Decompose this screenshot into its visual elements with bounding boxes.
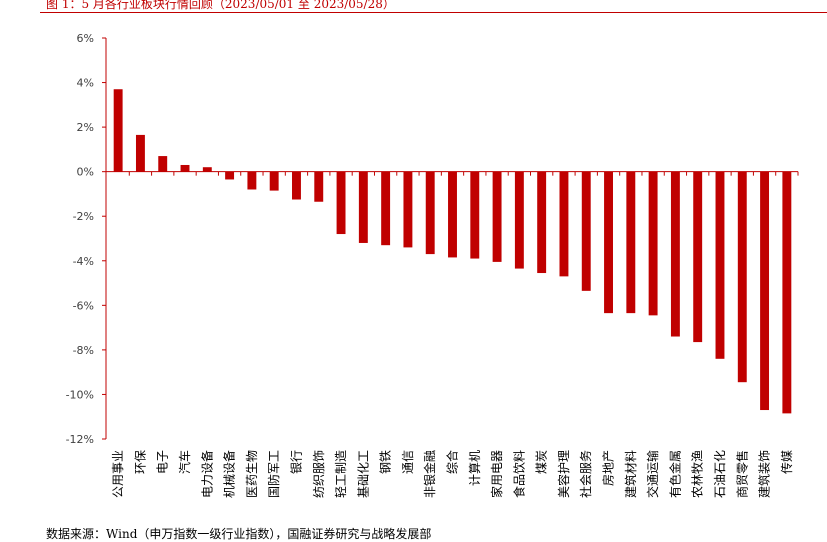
y-tick-label: -4% xyxy=(73,255,94,268)
category-label: 煤炭 xyxy=(535,450,549,474)
category-label: 社会服务 xyxy=(578,450,593,498)
category-label: 汽车 xyxy=(177,450,192,474)
bar xyxy=(425,171,435,255)
category-label: 建筑材料 xyxy=(623,450,638,498)
y-tick-label: 0% xyxy=(77,166,94,179)
category-label: 钢铁 xyxy=(379,450,393,474)
y-tick-label: -2% xyxy=(73,210,94,223)
category-label: 环保 xyxy=(133,450,147,474)
category-label: 非银金融 xyxy=(422,450,437,498)
category-label: 国防军工 xyxy=(266,450,281,498)
category-label: 轻工制造 xyxy=(334,450,348,498)
category-label: 建筑装饰 xyxy=(757,450,772,498)
bar xyxy=(604,171,613,314)
bar xyxy=(514,171,524,269)
category-label: 房地产 xyxy=(601,450,616,486)
bar xyxy=(559,171,569,277)
bar xyxy=(648,171,658,316)
caption-rule xyxy=(40,12,827,13)
category-label: 石油石化 xyxy=(713,450,727,498)
category-label: 综合 xyxy=(445,450,460,474)
bar-chart: 6% 4% 2% 0% -2% -4% -6% -8% -10% -12% 公用事业 环保 电子 汽车电… xyxy=(66,32,799,498)
bar xyxy=(403,171,413,248)
bar xyxy=(670,171,680,337)
bar xyxy=(470,171,480,259)
bar xyxy=(180,164,190,172)
bar xyxy=(247,171,257,190)
bar xyxy=(537,171,547,274)
category-label: 机械设备 xyxy=(222,450,237,498)
category-label: 公用事业 xyxy=(111,450,125,498)
category-label: 电力设备 xyxy=(200,450,214,498)
bar xyxy=(782,171,792,414)
bar xyxy=(269,171,279,191)
category-label: 电子 xyxy=(156,450,170,474)
category-label: 传媒 xyxy=(779,450,794,474)
bar xyxy=(760,171,770,411)
bar xyxy=(626,171,636,314)
category-label: 纺织服饰 xyxy=(312,450,326,498)
category-label: 商贸零售 xyxy=(734,450,749,498)
bar xyxy=(358,171,368,243)
y-tick-label: -8% xyxy=(73,344,94,357)
bar xyxy=(225,171,235,180)
bar xyxy=(202,167,212,172)
category-label: 基础化工 xyxy=(356,450,370,498)
bar xyxy=(715,171,725,359)
category-label: 通信 xyxy=(401,450,415,474)
y-tick-label: -6% xyxy=(73,299,94,312)
bar xyxy=(113,89,123,172)
category-label: 医药生物 xyxy=(245,450,259,498)
category-label: 家用电器 xyxy=(489,450,504,498)
category-label: 计算机 xyxy=(467,450,482,486)
bar xyxy=(448,171,457,258)
y-tick-label: -10% xyxy=(66,388,94,401)
category-label: 银行 xyxy=(289,450,303,474)
category-label: 交通运输 xyxy=(645,450,660,498)
bar xyxy=(581,171,591,291)
bar xyxy=(492,171,502,262)
figure-caption: 图 1：5 月各行业板块行情回顾（2023/05/01 至 2023/05/28… xyxy=(46,0,395,11)
chart-bars xyxy=(113,89,792,414)
category-labels: 公用事业 环保 电子 汽车 电力设备 机械设备 医药生物 国防军工 银行 纺织服饰 轻工制造 基础化工… xyxy=(111,450,794,498)
y-tick-label: 2% xyxy=(77,121,94,134)
bar xyxy=(693,171,703,343)
bar xyxy=(737,171,747,383)
data-source-note: 数据来源：Wind（申万指数一级行业指数），国融证券研究与战略发展部 xyxy=(46,527,432,541)
category-label: 食品饮料 xyxy=(511,450,526,498)
category-label: 农林牧渔 xyxy=(691,450,705,498)
bar xyxy=(381,171,391,246)
bar xyxy=(314,171,324,202)
category-label: 美容护理 xyxy=(556,450,571,498)
category-label: 有色金属 xyxy=(667,450,682,498)
y-tick-label: -12% xyxy=(66,433,94,446)
bar xyxy=(158,156,168,172)
bar xyxy=(336,171,346,235)
bar xyxy=(292,171,301,200)
bar xyxy=(135,134,145,172)
y-tick-label: 6% xyxy=(77,32,94,45)
y-tick-label: 4% xyxy=(77,77,94,90)
